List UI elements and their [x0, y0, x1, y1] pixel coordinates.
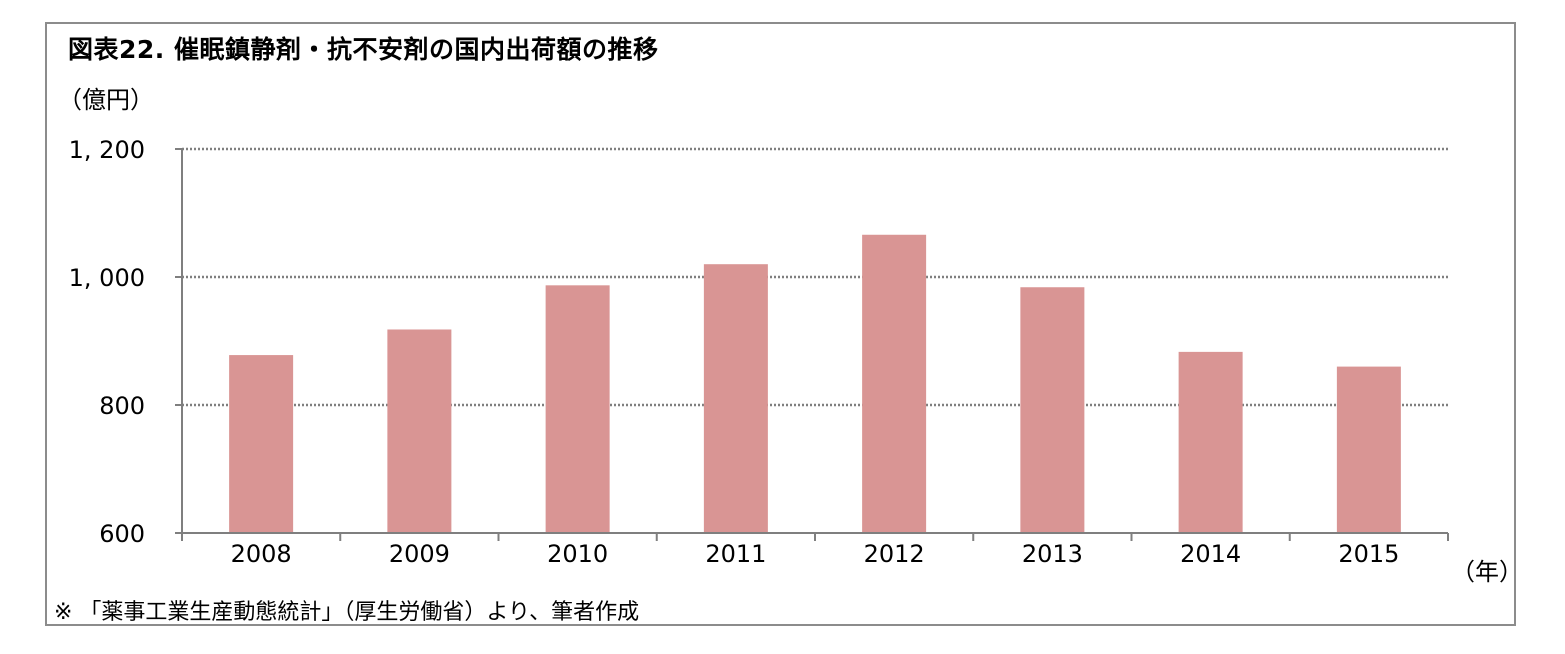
bar-2012: [862, 234, 927, 533]
source-note: ※ 「薬事工業生産動態統計」（厚生労働省）より、筆者作成: [54, 600, 640, 625]
x-tick-label-2015: 2015: [1338, 540, 1399, 568]
y-tick-label-1200: 1, 200: [69, 136, 145, 164]
tick-labels: 600 800 1, 000 1, 200 2008 2009 2010 2011 2012 20…: [69, 136, 1400, 568]
chart-title: 図表22. 催眠鎮静剤・抗不安剤の国内出荷額の推移: [68, 35, 659, 64]
bar-2015: [1336, 366, 1401, 533]
axes: [175, 148, 1449, 541]
y-tick-label-600: 600: [99, 520, 145, 548]
x-tick-label-2011: 2011: [705, 540, 766, 568]
bar-2009: [387, 329, 452, 533]
gridlines: [182, 147, 1448, 407]
x-tick-label-2009: 2009: [389, 540, 450, 568]
x-tick-label-2008: 2008: [231, 540, 292, 568]
y-tick-label-800: 800: [99, 392, 145, 420]
bar-2013: [1020, 287, 1085, 533]
bar-2011: [703, 264, 768, 533]
y-tick-label-1000: 1, 000: [69, 264, 145, 292]
y-axis-unit-label: （億円）: [58, 86, 154, 114]
bar-2014: [1178, 351, 1243, 533]
bar-2008: [229, 355, 294, 533]
x-tick-label-2012: 2012: [864, 540, 925, 568]
x-axis-unit-label: （年）: [1451, 558, 1523, 586]
bars: [229, 234, 1401, 533]
x-tick-label-2010: 2010: [547, 540, 608, 568]
bar-2010: [545, 285, 610, 533]
x-tick-label-2014: 2014: [1180, 540, 1241, 568]
x-tick-label-2013: 2013: [1022, 540, 1083, 568]
